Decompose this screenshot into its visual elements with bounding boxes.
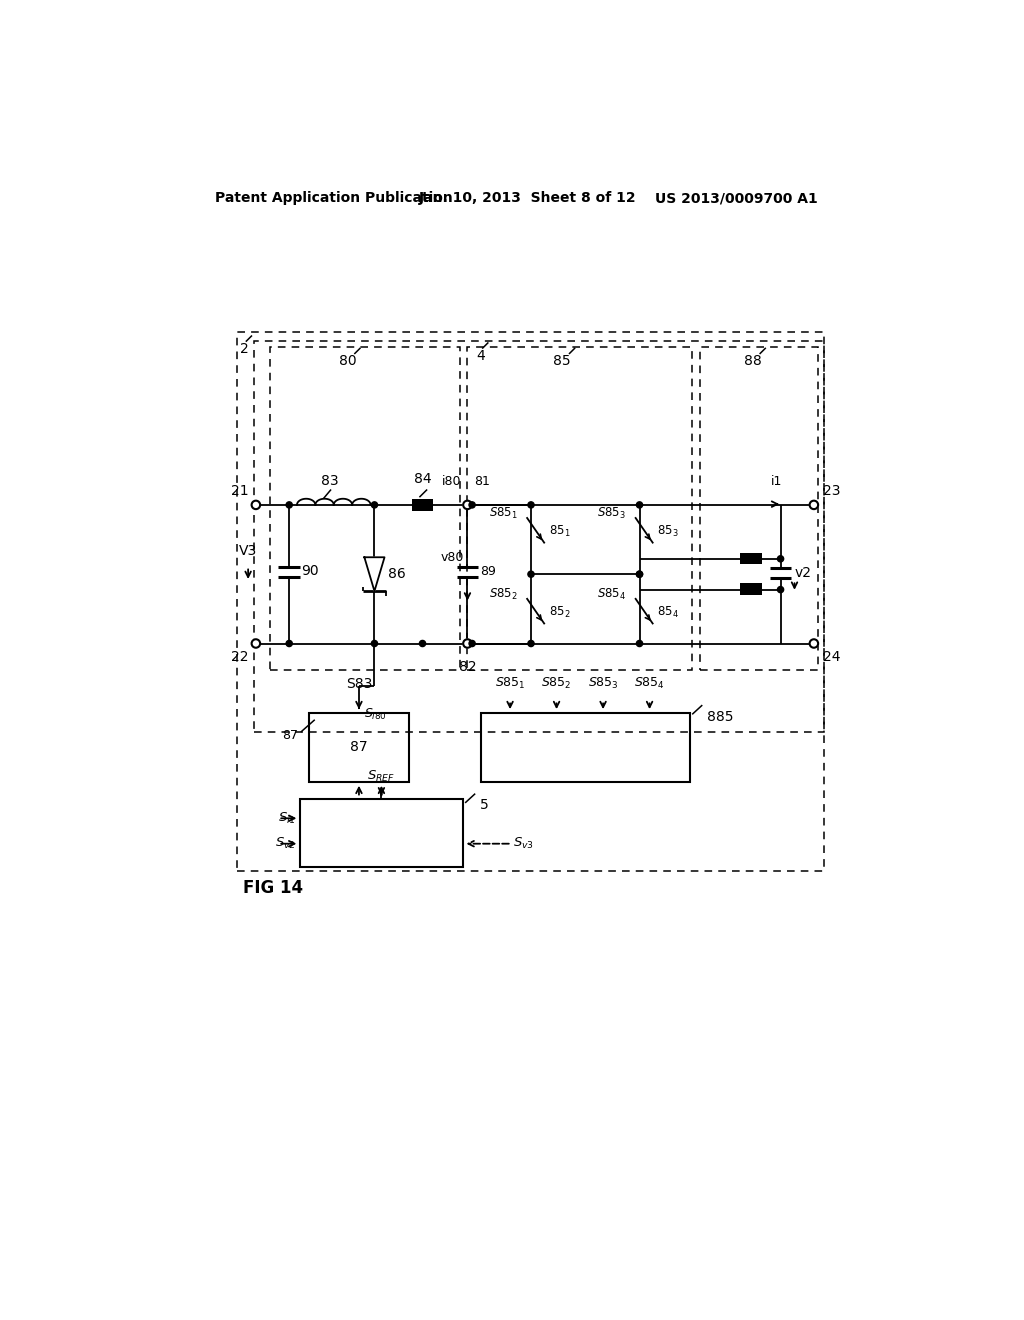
Bar	[480, 713, 690, 781]
Text: $85_3$: $85_3$	[657, 524, 679, 540]
Text: 81: 81	[474, 475, 489, 488]
Bar	[740, 553, 762, 564]
Text: 24: 24	[823, 651, 841, 664]
Text: 82: 82	[459, 660, 476, 675]
Text: 23: 23	[823, 484, 841, 498]
Text: $S_{i80}$: $S_{i80}$	[364, 706, 386, 722]
Text: v2: v2	[795, 566, 811, 579]
Circle shape	[636, 502, 643, 508]
Text: $85_2$: $85_2$	[549, 605, 570, 620]
Text: $85_1$: $85_1$	[549, 524, 570, 540]
Text: 2: 2	[241, 342, 249, 355]
Circle shape	[810, 639, 818, 648]
Circle shape	[810, 500, 818, 510]
Bar	[700, 347, 818, 671]
Circle shape	[463, 500, 472, 510]
Text: $S85_2$: $S85_2$	[542, 676, 571, 692]
Circle shape	[777, 586, 783, 593]
Circle shape	[528, 640, 535, 647]
Text: 4: 4	[477, 348, 485, 363]
Text: $S85_2$: $S85_2$	[488, 586, 518, 602]
Text: 87: 87	[282, 730, 298, 742]
Text: US 2013/0009700 A1: US 2013/0009700 A1	[655, 191, 818, 206]
Circle shape	[528, 502, 535, 508]
Circle shape	[636, 640, 643, 647]
Text: Patent Application Publication: Patent Application Publication	[215, 191, 453, 206]
Text: 88: 88	[743, 354, 762, 368]
Circle shape	[420, 640, 426, 647]
Text: $S85_1$: $S85_1$	[495, 676, 525, 692]
Text: 80: 80	[339, 354, 356, 368]
Text: Jan. 10, 2013  Sheet 8 of 12: Jan. 10, 2013 Sheet 8 of 12	[419, 191, 636, 206]
Bar	[300, 799, 463, 867]
Text: 83: 83	[321, 474, 338, 488]
Circle shape	[252, 500, 260, 510]
Text: $S85_3$: $S85_3$	[588, 676, 618, 692]
Text: 84: 84	[414, 473, 431, 487]
Bar	[237, 331, 824, 871]
Polygon shape	[365, 557, 385, 591]
Text: 89: 89	[480, 565, 496, 578]
Text: 86: 86	[388, 568, 407, 581]
Circle shape	[372, 502, 378, 508]
Circle shape	[636, 572, 643, 577]
Bar	[270, 347, 460, 671]
Text: $S85_4$: $S85_4$	[634, 676, 665, 692]
Circle shape	[286, 640, 292, 647]
Bar	[467, 347, 692, 671]
Circle shape	[372, 640, 378, 647]
Circle shape	[286, 502, 292, 508]
Text: 22: 22	[230, 651, 248, 664]
Circle shape	[420, 502, 426, 508]
Text: S83: S83	[346, 677, 372, 692]
Text: $S_{v2}$: $S_{v2}$	[275, 836, 296, 851]
Circle shape	[636, 572, 643, 577]
Bar	[254, 341, 824, 733]
Text: 87: 87	[350, 741, 368, 755]
Circle shape	[252, 639, 260, 648]
Text: FIG 14: FIG 14	[243, 879, 303, 898]
Text: $S85_3$: $S85_3$	[597, 506, 627, 521]
Bar	[740, 583, 762, 595]
Text: $S85_1$: $S85_1$	[488, 506, 518, 521]
Bar	[308, 713, 410, 781]
Text: 5: 5	[480, 799, 488, 812]
Circle shape	[528, 572, 535, 577]
Text: $S_{v3}$: $S_{v3}$	[513, 836, 535, 851]
Circle shape	[469, 640, 475, 647]
Circle shape	[463, 639, 472, 648]
Bar	[413, 499, 432, 511]
Circle shape	[777, 556, 783, 562]
Text: V3: V3	[239, 544, 257, 558]
Text: $S_{i1}$: $S_{i1}$	[279, 810, 296, 826]
Text: 21: 21	[230, 484, 248, 498]
Text: $S85_4$: $S85_4$	[597, 586, 627, 602]
Text: 90: 90	[302, 564, 319, 578]
Text: v80: v80	[440, 550, 464, 564]
Circle shape	[469, 502, 475, 508]
Text: $85_4$: $85_4$	[657, 605, 679, 620]
Text: 85: 85	[553, 354, 570, 368]
Text: i1: i1	[771, 475, 782, 488]
Text: i80: i80	[441, 475, 461, 488]
Text: $S_{REF}$: $S_{REF}$	[368, 768, 395, 784]
Text: 885: 885	[707, 710, 733, 723]
